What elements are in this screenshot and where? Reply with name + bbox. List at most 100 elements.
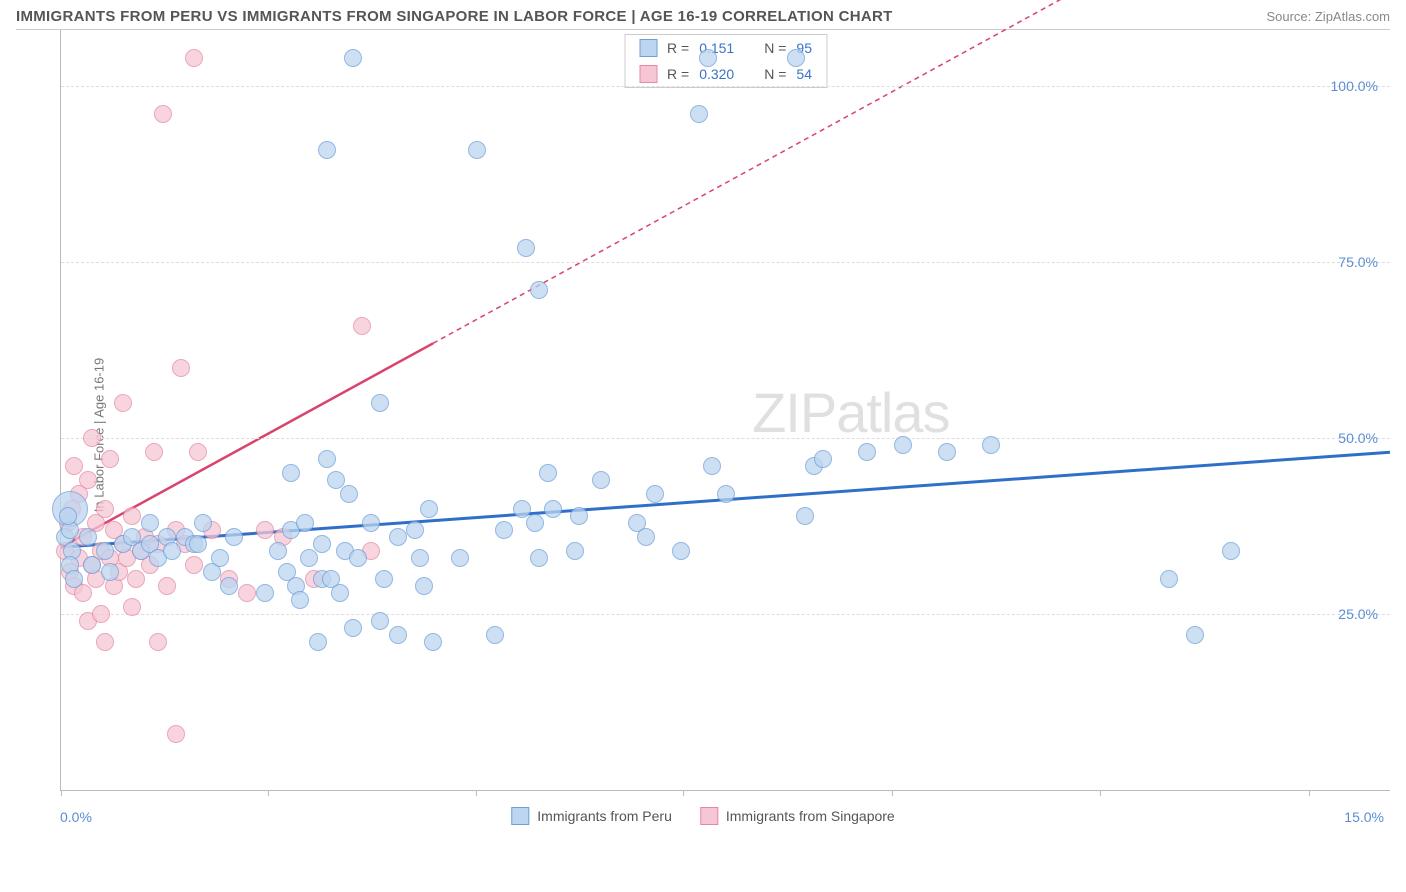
data-point-peru: [65, 570, 83, 588]
legend-swatch: [639, 39, 657, 57]
data-point-peru: [1160, 570, 1178, 588]
data-point-singapore: [256, 521, 274, 539]
legend-r-label: R =: [667, 40, 689, 56]
gridline-h: [61, 86, 1390, 87]
data-point-peru: [194, 514, 212, 532]
data-point-singapore: [167, 725, 185, 743]
gridline-h: [61, 614, 1390, 615]
data-point-singapore: [238, 584, 256, 602]
x-tick: [476, 790, 477, 796]
data-point-peru: [938, 443, 956, 461]
data-point-peru: [141, 514, 159, 532]
data-point-peru: [566, 542, 584, 560]
data-point-peru: [699, 49, 717, 67]
data-point-peru: [340, 485, 358, 503]
data-point-peru: [313, 535, 331, 553]
data-point-singapore: [79, 471, 97, 489]
data-point-peru: [894, 436, 912, 454]
data-point-peru: [703, 457, 721, 475]
watermark: ZIPatlas: [752, 380, 949, 445]
data-point-singapore: [65, 457, 83, 475]
data-point-singapore: [353, 317, 371, 335]
legend-swatch: [700, 807, 718, 825]
chart-source: Source: ZipAtlas.com: [1266, 9, 1390, 24]
data-point-singapore: [185, 49, 203, 67]
data-point-peru: [592, 471, 610, 489]
trend-lines: [61, 30, 1390, 790]
watermark-atlas: atlas: [836, 381, 949, 444]
data-point-singapore: [154, 105, 172, 123]
data-point-peru: [371, 612, 389, 630]
data-point-peru: [646, 485, 664, 503]
data-point-peru: [637, 528, 655, 546]
data-point-peru: [344, 619, 362, 637]
data-point-peru: [526, 514, 544, 532]
watermark-zip: ZIP: [752, 381, 836, 444]
legend-series-item: Immigrants from Peru: [511, 807, 672, 825]
data-point-peru: [814, 450, 832, 468]
data-point-peru: [796, 507, 814, 525]
data-point-peru: [256, 584, 274, 602]
chart-container: In Labor Force | Age 16-19 ZIPatlas R =0…: [16, 29, 1390, 839]
data-point-peru: [300, 549, 318, 567]
data-point-peru: [225, 528, 243, 546]
data-point-peru: [1186, 626, 1204, 644]
y-tick-label: 100.0%: [1331, 78, 1378, 94]
data-point-singapore: [189, 443, 207, 461]
data-point-peru: [982, 436, 1000, 454]
data-point-singapore: [83, 429, 101, 447]
data-point-peru: [269, 542, 287, 560]
data-point-peru: [517, 239, 535, 257]
legend-n-label: N =: [764, 40, 786, 56]
data-point-peru: [717, 485, 735, 503]
x-tick: [1309, 790, 1310, 796]
data-point-peru: [544, 500, 562, 518]
data-point-peru: [79, 528, 97, 546]
data-point-peru: [539, 464, 557, 482]
data-point-singapore: [185, 556, 203, 574]
data-point-peru: [530, 281, 548, 299]
data-point-peru: [486, 626, 504, 644]
chart-title: IMMIGRANTS FROM PERU VS IMMIGRANTS FROM …: [16, 8, 893, 25]
data-point-peru: [309, 633, 327, 651]
data-point-peru: [406, 521, 424, 539]
legend-series-label: Immigrants from Singapore: [726, 808, 895, 824]
x-tick: [268, 790, 269, 796]
data-point-peru: [451, 549, 469, 567]
y-tick-label: 50.0%: [1338, 430, 1378, 446]
data-point-peru: [411, 549, 429, 567]
data-point-singapore: [123, 507, 141, 525]
legend-swatch: [639, 65, 657, 83]
data-point-peru: [690, 105, 708, 123]
data-point-peru: [331, 584, 349, 602]
legend-series: Immigrants from Peru Immigrants from Sing…: [511, 807, 894, 825]
chart-header: IMMIGRANTS FROM PERU VS IMMIGRANTS FROM …: [0, 0, 1406, 29]
legend-series-label: Immigrants from Peru: [537, 808, 672, 824]
data-point-peru: [282, 464, 300, 482]
data-point-peru: [296, 514, 314, 532]
data-point-peru: [291, 591, 309, 609]
data-point-peru: [420, 500, 438, 518]
data-point-peru: [220, 577, 238, 595]
data-point-peru: [672, 542, 690, 560]
data-point-peru: [349, 549, 367, 567]
data-point-peru: [83, 556, 101, 574]
x-max-label: 15.0%: [1344, 809, 1384, 825]
data-point-peru: [375, 570, 393, 588]
legend-r-value: 0.320: [699, 66, 734, 82]
y-tick-label: 75.0%: [1338, 254, 1378, 270]
y-tick-label: 25.0%: [1338, 606, 1378, 622]
plot-area: ZIPatlas R =0.151N =95R =0.320N =54 25.0…: [60, 30, 1390, 791]
data-point-peru: [96, 542, 114, 560]
data-point-singapore: [114, 394, 132, 412]
data-point-singapore: [123, 598, 141, 616]
data-point-singapore: [172, 359, 190, 377]
data-point-peru: [101, 563, 119, 581]
data-point-peru: [468, 141, 486, 159]
data-point-peru: [189, 535, 207, 553]
x-tick: [892, 790, 893, 796]
data-point-peru: [424, 633, 442, 651]
data-point-singapore: [145, 443, 163, 461]
legend-series-item: Immigrants from Singapore: [700, 807, 895, 825]
data-point-peru: [530, 549, 548, 567]
